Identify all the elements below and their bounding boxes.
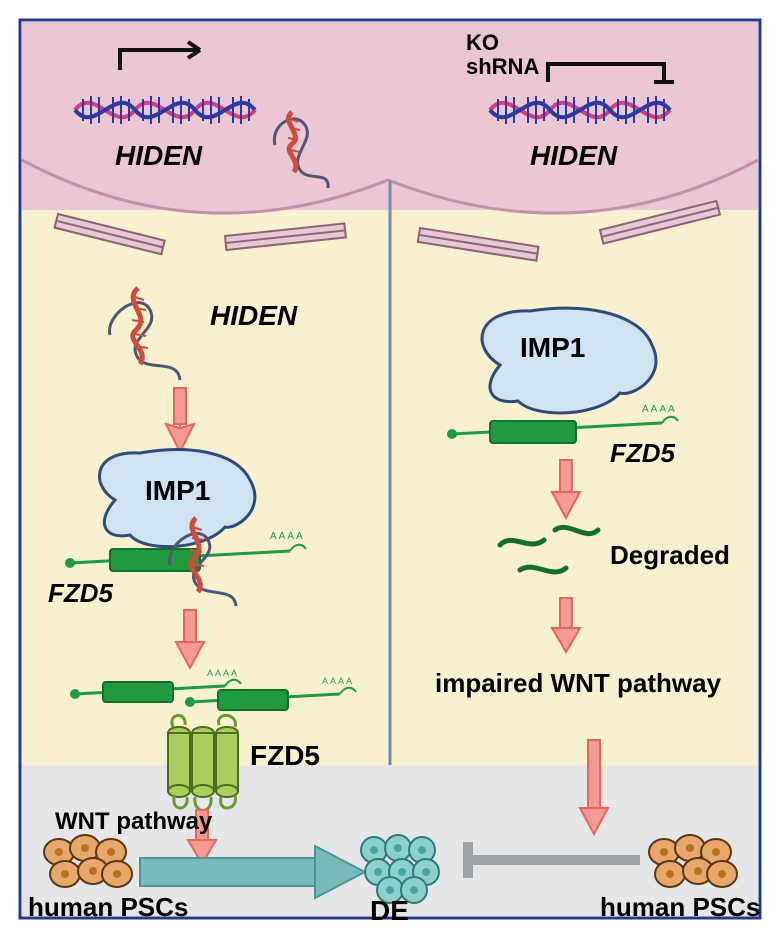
label-ko: KO: [466, 30, 499, 56]
diagram-canvas: AAAA AAAA AAAA: [0, 0, 780, 938]
fzd5-receptor: [168, 715, 238, 810]
label-imp1-right: IMP1: [520, 332, 585, 364]
label-wnt: WNT pathway: [55, 808, 212, 836]
svg-text:AAAA: AAAA: [207, 668, 239, 678]
label-hiden-right: HIDEN: [530, 140, 617, 172]
label-imp1-left: IMP1: [145, 475, 210, 507]
svg-text:AAAA: AAAA: [642, 404, 677, 415]
label-hiden-left: HIDEN: [115, 140, 202, 172]
label-impaired: impaired WNT pathway: [435, 668, 721, 699]
svg-text:AAAA: AAAA: [322, 676, 354, 686]
label-fzd5-left: FZD5: [48, 578, 113, 609]
label-fzd5-protein: FZD5: [250, 740, 320, 772]
label-pscs-left: human PSCs: [28, 892, 188, 923]
label-fzd5-right: FZD5: [610, 438, 675, 469]
svg-text:AAAA: AAAA: [270, 531, 305, 542]
label-shrna: shRNA: [466, 54, 539, 80]
label-pscs-right: human PSCs: [600, 892, 760, 923]
label-hiden-cyt: HIDEN: [210, 300, 297, 332]
label-degraded: Degraded: [610, 540, 730, 571]
psc-cluster-right: [649, 835, 737, 887]
label-de: DE: [370, 895, 409, 927]
psc-cluster-left: [44, 835, 132, 887]
